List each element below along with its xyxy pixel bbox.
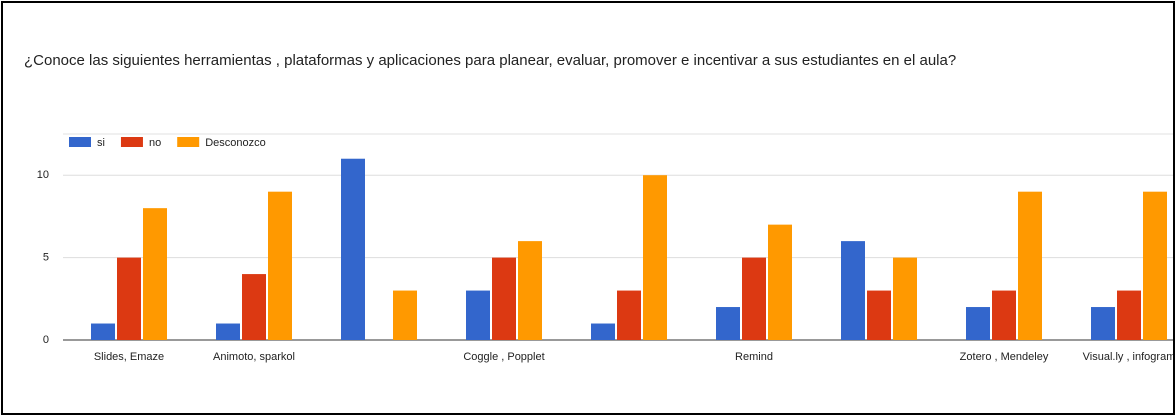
bar	[393, 290, 417, 340]
chart-title: ¿Conoce las siguientes herramientas , pl…	[24, 52, 956, 69]
bar	[341, 158, 365, 340]
legend-swatch	[69, 137, 91, 147]
x-tick-label: Animoto, sparkol	[213, 351, 295, 363]
legend-swatch	[120, 137, 143, 147]
bar	[1143, 191, 1167, 340]
legend-swatch	[177, 137, 200, 147]
bar	[492, 257, 516, 340]
bar	[643, 175, 667, 340]
bar	[591, 323, 615, 340]
bar	[1091, 307, 1115, 340]
bar	[992, 290, 1016, 340]
y-tick-label: 10	[37, 169, 49, 181]
bar	[742, 257, 766, 340]
y-tick-label: 0	[43, 334, 49, 346]
bar	[617, 290, 641, 340]
bar	[268, 191, 292, 340]
x-tick-label: Slides, Emaze	[94, 351, 164, 363]
bar	[143, 208, 167, 340]
x-tick-label: Remind	[735, 351, 773, 363]
x-tick-label: Zotero , Mendeley	[960, 351, 1049, 363]
bar	[1117, 290, 1141, 340]
bar	[91, 323, 115, 340]
legend-label: Desconozco	[205, 137, 266, 149]
y-tick-label: 5	[43, 252, 49, 264]
bar	[242, 274, 266, 340]
bar	[518, 241, 542, 340]
bar	[893, 257, 917, 340]
legend-label: si	[97, 137, 105, 149]
legend-label: no	[149, 137, 161, 149]
bar	[841, 241, 865, 340]
bar	[117, 257, 141, 340]
x-tick-label: Visual.ly , infogram	[1083, 351, 1175, 363]
chart: ¿Conoce las siguientes herramientas , pl…	[24, 52, 1175, 363]
bar	[466, 290, 490, 340]
bar	[716, 307, 740, 340]
bar	[768, 224, 792, 340]
bar	[966, 307, 990, 340]
x-tick-label: Coggle , Popplet	[463, 351, 544, 363]
bar	[867, 290, 891, 340]
bar	[1018, 191, 1042, 340]
bar	[216, 323, 240, 340]
